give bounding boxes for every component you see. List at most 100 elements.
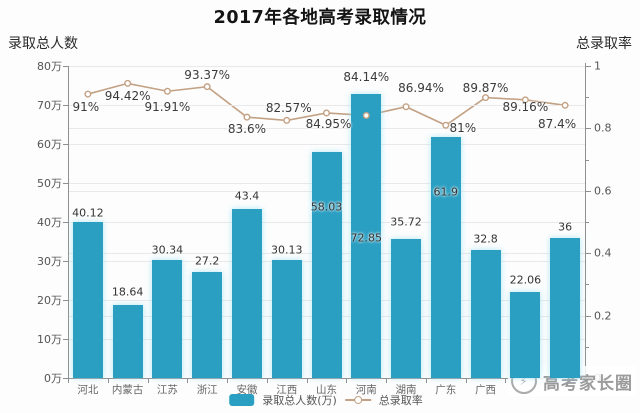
x-axis-label: 广西 <box>475 384 497 396</box>
chart-legend: 录取总人数(万) 总录取率 <box>229 392 423 408</box>
grid-line <box>68 66 585 67</box>
bar-value-label: 43.4 <box>234 189 260 203</box>
y-tick <box>63 261 68 262</box>
y-minor-tick <box>586 346 589 348</box>
bar-value-label: 58.03 <box>310 200 343 214</box>
y-axis-right <box>585 63 586 378</box>
bar-value-label: 30.34 <box>151 243 184 257</box>
x-tick <box>386 379 388 383</box>
y-axis-right-label: 0.4 <box>594 246 612 260</box>
y-tick <box>63 222 68 223</box>
legend-line-label: 总录取率 <box>378 394 423 407</box>
x-axis-label: 江苏 <box>156 384 178 396</box>
bar-value-label: 40.12 <box>72 206 104 220</box>
bar-value-label: 36 <box>558 220 573 234</box>
line-marker <box>521 96 529 104</box>
bar <box>470 250 501 378</box>
x-tick <box>505 379 507 383</box>
bar-value-label: 61.9 <box>433 185 459 199</box>
y-axis-right-label: 0.6 <box>594 184 612 198</box>
y-axis-left-label: 40万 <box>37 216 62 229</box>
rate-value-label: 82.57% <box>265 101 312 116</box>
y-minor-tick <box>586 222 589 223</box>
bar <box>430 136 461 378</box>
line-marker <box>124 79 132 87</box>
line-marker <box>283 116 291 124</box>
rate-value-label: 86.94% <box>398 80 444 95</box>
y-tick <box>586 253 591 255</box>
y-tick <box>63 183 68 184</box>
x-axis-label: 河北 <box>77 384 99 396</box>
line-marker <box>561 101 569 109</box>
x-tick <box>346 379 348 383</box>
rate-value-label: 81% <box>449 121 477 136</box>
rate-value-label: 83.6% <box>227 122 267 137</box>
line-marker <box>203 83 211 91</box>
bar <box>72 221 103 378</box>
line-marker <box>84 90 92 98</box>
x-axis-label: 江西 <box>276 384 298 396</box>
grid-line <box>68 144 585 145</box>
y-tick <box>63 105 68 106</box>
y-axis-left-label: 10万 <box>37 333 62 346</box>
rate-value-label: 87.4% <box>538 117 577 132</box>
line-marker <box>402 103 410 111</box>
y-tick <box>63 378 68 379</box>
x-tick <box>227 379 229 383</box>
x-axis-label: 河南 <box>355 384 377 396</box>
bar <box>510 291 541 378</box>
bar <box>271 260 302 378</box>
line-marker <box>482 94 490 102</box>
y-axis-left-label: 20万 <box>37 294 62 307</box>
y-minor-tick <box>586 159 589 161</box>
bar <box>311 151 342 378</box>
bar <box>391 238 422 378</box>
chart-title: 2017年各地高考录取情况 <box>213 8 427 28</box>
bar <box>231 208 262 378</box>
bar-value-label: 72.85 <box>350 231 383 245</box>
y-axis-right-label: 1 <box>594 59 601 73</box>
line-marker <box>323 109 331 117</box>
rate-value-label: 84.95% <box>305 116 352 131</box>
y-tick <box>63 66 68 67</box>
y-minor-tick <box>586 284 589 286</box>
grid-line <box>68 105 585 106</box>
bar-value-label: 22.06 <box>509 273 542 287</box>
rate-value-label: 84.14% <box>343 70 390 85</box>
x-axis-label: 湖南 <box>395 384 417 396</box>
line-marker <box>362 111 370 119</box>
bar <box>192 271 223 378</box>
y-tick <box>586 128 591 130</box>
x-axis-label: 广东 <box>435 384 457 396</box>
y-tick <box>586 315 591 317</box>
bar <box>112 305 143 378</box>
y-axis-right-label: 0.8 <box>594 121 612 135</box>
y-axis-left-label: 0万 <box>44 372 62 385</box>
rate-value-label: 89.16% <box>502 99 549 114</box>
line-marker <box>243 113 251 121</box>
x-tick <box>465 379 467 383</box>
bar-value-label: 27.2 <box>194 254 220 268</box>
x-tick <box>68 379 69 383</box>
y-minor-tick <box>586 97 589 99</box>
left-axis-title: 录取总人数 <box>8 36 78 52</box>
bar-value-label: 18.64 <box>111 285 144 299</box>
bar-series-swatch-icon <box>229 394 255 406</box>
y-axis-left <box>68 66 69 378</box>
x-axis-label: 安徽 <box>236 384 258 396</box>
rate-value-label: 89.87% <box>462 80 509 95</box>
y-axis-left-label: 80万 <box>37 60 62 73</box>
bar-value-label: 32.8 <box>473 232 498 246</box>
y-tick <box>586 66 591 67</box>
x-tick <box>425 379 427 383</box>
x-axis-label: 山东 <box>316 384 337 396</box>
x-tick <box>266 379 268 383</box>
bar <box>152 259 183 378</box>
watermark-text: 高考家长圈 <box>543 373 633 394</box>
y-tick <box>63 300 68 301</box>
y-axis-right-label: 0.2 <box>594 309 612 323</box>
x-tick <box>147 379 149 383</box>
